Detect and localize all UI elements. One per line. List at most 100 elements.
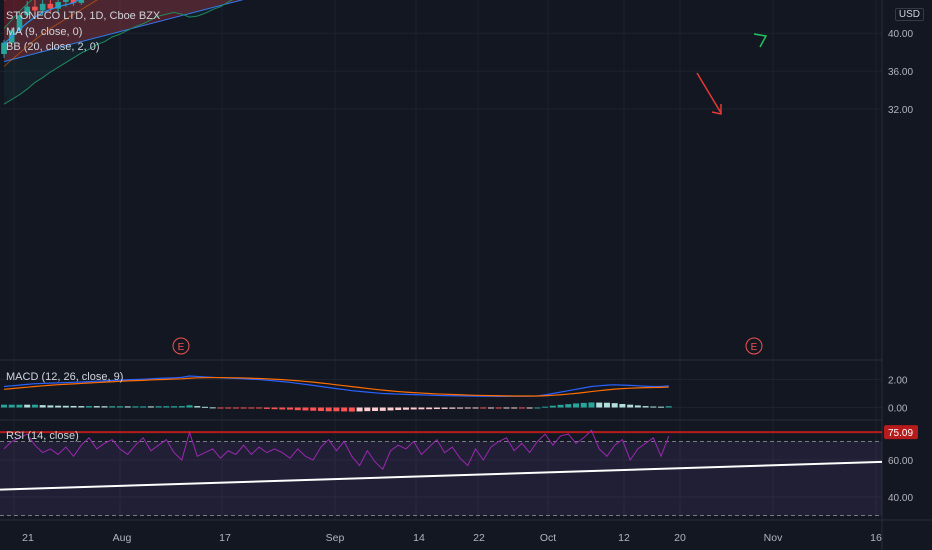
macd-histogram-bar — [70, 405, 77, 408]
macd-histogram-bar — [549, 405, 556, 408]
macd-histogram-bar — [47, 405, 54, 408]
macd-histogram-bar — [24, 404, 31, 408]
macd-histogram-bar — [433, 407, 440, 410]
macd-histogram-bar — [101, 406, 108, 408]
price-tick-label: 44.00 — [888, 0, 913, 2]
candle-body — [16, 15, 23, 31]
macd-histogram-bar — [310, 407, 317, 411]
candle-body — [32, 6, 38, 11]
macd-histogram-bar — [78, 406, 85, 408]
bb-band-fill — [4, 0, 233, 105]
macd-histogram-bar — [16, 404, 23, 408]
macd-histogram-bar — [8, 404, 15, 408]
rsi-legend[interactable]: RSI (14, close) — [6, 430, 79, 442]
candle-body — [63, 0, 69, 2]
red-projection-arrow — [696, 72, 722, 114]
macd-histogram-bar — [518, 407, 525, 409]
macd-histogram-bar — [209, 407, 216, 409]
macd-histogram-bar — [171, 406, 178, 408]
macd-histogram-bar — [124, 406, 131, 408]
macd-legend[interactable]: MACD (12, 26, close, 9) — [6, 371, 124, 383]
currency-label[interactable]: USD — [894, 8, 924, 21]
macd-histogram-bar — [410, 407, 417, 410]
symbol-title: STONECO LTD, 1D, Cboe BZX — [6, 10, 161, 22]
earnings-marker-1 — [745, 337, 763, 355]
macd-signal-line — [3, 376, 669, 397]
macd-histogram-bar — [395, 407, 402, 411]
rsi-background-band — [0, 441, 882, 516]
macd-histogram-bar — [580, 402, 587, 408]
macd-histogram-bar — [217, 407, 224, 409]
macd-histogram-bar — [364, 407, 371, 412]
price-tick-label: 40.00 — [888, 29, 913, 40]
macd-histogram-bar — [534, 407, 541, 409]
rsi-trendline — [0, 460, 883, 491]
macd-histogram-bar — [487, 407, 494, 409]
macd-histogram-bar — [387, 407, 394, 411]
earnings-marker-label-1: E — [751, 342, 758, 353]
ma-legend[interactable]: MA (9, close, 0) — [6, 26, 83, 38]
macd-histogram-bar — [225, 407, 232, 409]
rsi-value-badge-bg — [884, 425, 918, 440]
earnings-marker-label-0: E — [178, 342, 185, 353]
time-tick-label: 20 — [674, 532, 686, 544]
macd-histogram-bar — [186, 405, 193, 408]
macd-histogram-bar — [240, 407, 247, 409]
macd-histogram-bar — [317, 407, 324, 411]
macd-histogram-bar — [248, 407, 255, 409]
macd-histogram-bar — [348, 407, 355, 412]
macd-histogram-bar — [619, 404, 626, 408]
macd-histogram-bar — [526, 407, 533, 409]
macd-histogram-bar — [132, 406, 139, 408]
macd-histogram-bar — [201, 406, 208, 408]
macd-histogram-bar — [333, 407, 340, 412]
channel-lower-line — [3, 0, 244, 63]
macd-histogram-bar — [93, 406, 100, 408]
macd-histogram-bar — [480, 407, 487, 409]
macd-histogram-bar — [650, 406, 657, 408]
price-tick-label: 36.00 — [888, 67, 913, 78]
macd-histogram-bar — [271, 407, 278, 410]
macd-histogram-bar — [356, 407, 363, 412]
earnings-marker-0 — [172, 337, 190, 355]
time-tick-label: 17 — [219, 532, 231, 544]
macd-histogram-bar — [611, 403, 618, 408]
macd-histogram-bar — [627, 404, 634, 408]
macd-histogram-bar — [279, 407, 286, 410]
bb-legend[interactable]: BB (20, close, 2, 0) — [6, 41, 100, 53]
green-arrowhead — [753, 33, 768, 48]
macd-histogram-bar — [418, 407, 425, 410]
macd-histogram-bar — [503, 407, 510, 409]
macd-histogram-bar — [116, 406, 123, 408]
macd-histogram-bar — [62, 405, 69, 408]
macd-histogram-bar — [39, 405, 46, 408]
macd-histogram-bar — [372, 407, 379, 411]
macd-histogram-bar — [55, 405, 62, 408]
macd-histogram-bar — [178, 406, 185, 408]
rsi-tick-label: 40.00 — [888, 493, 913, 504]
price-tick-label: 32.00 — [888, 105, 913, 116]
time-tick-label: 21 — [22, 532, 34, 544]
macd-histogram-bar — [287, 407, 294, 410]
macd-histogram-bar — [109, 406, 116, 408]
time-tick-label: 22 — [473, 532, 485, 544]
macd-histogram-bar — [596, 402, 603, 408]
rsi-line — [3, 429, 670, 471]
time-tick-label: Sep — [326, 532, 345, 544]
macd-histogram-bar — [379, 407, 386, 411]
macd-histogram-bar — [325, 407, 332, 412]
macd-tick-label: 0.00 — [888, 404, 908, 415]
macd-histogram-bar — [557, 404, 564, 408]
macd-histogram-bar — [464, 407, 471, 409]
bb-lower-line — [3, 0, 234, 105]
macd-histogram-bar — [495, 407, 502, 409]
candle-body — [78, 0, 85, 3]
macd-line — [3, 375, 669, 398]
macd-histogram-bar — [573, 403, 580, 408]
macd-histogram-bar — [665, 406, 672, 408]
time-tick-label: 12 — [618, 532, 630, 544]
macd-histogram-bar — [426, 407, 433, 410]
macd-histogram-bar — [341, 407, 348, 412]
macd-tick-label: 2.00 — [888, 376, 908, 387]
